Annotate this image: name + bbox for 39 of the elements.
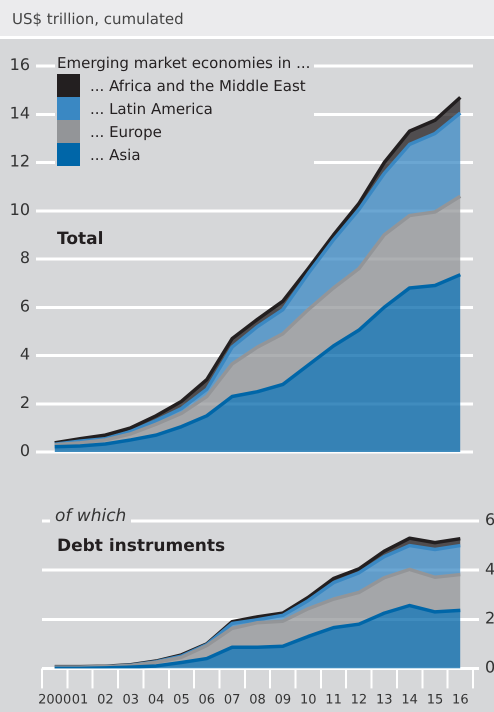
x-tick-label: 10 — [300, 692, 316, 708]
y-tick-label: 16 — [10, 55, 30, 74]
x-tick-label: 05 — [173, 692, 190, 708]
y-tick-label: 4 — [20, 344, 30, 364]
x-tick-label: 13 — [376, 692, 393, 708]
x-tick-label: 06 — [198, 692, 216, 708]
chart-subtitle: of which — [50, 506, 132, 526]
x-tick-label: 11 — [325, 692, 342, 708]
y-tick-label: 6 — [485, 510, 494, 530]
y-tick-label: 12 — [10, 152, 30, 171]
legend-label: ... Africa and the Middle East — [90, 76, 306, 94]
y-tick-label: 8 — [20, 248, 30, 268]
x-tick-label: 08 — [249, 692, 266, 708]
x-tick-label: 2000 — [38, 692, 72, 708]
legend-label: ... Asia — [90, 146, 141, 164]
y-tick-label: 14 — [10, 103, 30, 122]
x-tick-label: 03 — [122, 692, 140, 708]
x-tick-label: 12 — [350, 692, 368, 708]
x-tick-label: 07 — [224, 692, 240, 708]
x-tick-label: 09 — [274, 692, 292, 708]
y-tick-label: 10 — [10, 200, 30, 219]
y-tick-label: 0 — [485, 658, 494, 677]
legend-title: Emerging market economies in ... — [57, 54, 310, 72]
x-tick-label: 15 — [426, 692, 444, 708]
text: Debt instruments — [57, 536, 230, 556]
x-tick-label: 16 — [452, 692, 469, 708]
y-tick-label: 2 — [20, 392, 30, 412]
y-axis-title: US$ trillion, cumulated — [0, 0, 494, 39]
y-tick-label: 0 — [20, 441, 30, 460]
legend-label: ... Europe — [90, 122, 162, 140]
x-tick-label: 01 — [72, 692, 88, 708]
y-tick-label: 2 — [485, 608, 494, 628]
x-tick-label: 02 — [97, 692, 114, 708]
text: Total — [57, 229, 108, 249]
x-tick-label: 04 — [148, 692, 164, 708]
y-tick-label: 6 — [20, 296, 30, 316]
x-tick-label: 14 — [401, 692, 418, 708]
y-tick-label: 4 — [485, 559, 494, 578]
legend-label: ... Latin America — [90, 100, 213, 118]
